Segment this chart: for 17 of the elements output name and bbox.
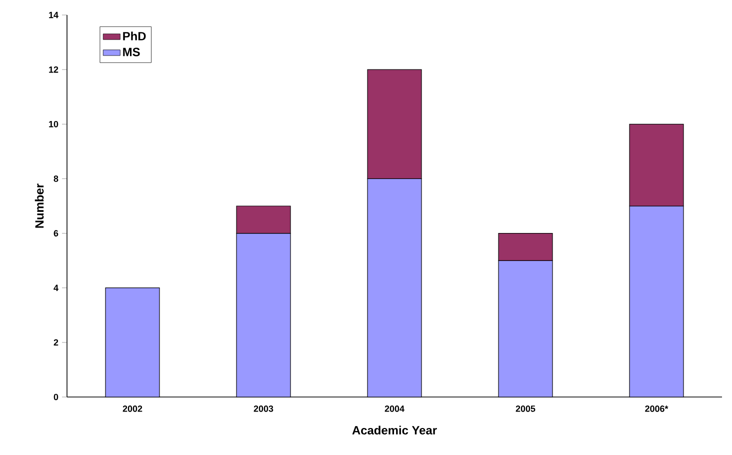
- y-tick-label: 8: [54, 176, 58, 182]
- x-axis-title: Academic Year: [352, 426, 437, 434]
- y-tick-label: 10: [49, 120, 58, 128]
- y-tick-label: 2: [54, 339, 58, 346]
- legend-label: PhD: [123, 32, 146, 40]
- y-tick-label: 0: [54, 394, 58, 400]
- y-tick-label: 4: [54, 284, 58, 291]
- x-tick-label: 2004: [384, 406, 404, 412]
- y-tick-label: 6: [54, 230, 58, 236]
- y-tick-label: 12: [49, 66, 58, 73]
- legend-label: MS: [123, 48, 140, 56]
- x-tick-label: 2002: [122, 406, 142, 412]
- x-tick-label: 2006*: [645, 406, 668, 412]
- x-tick-label: 2003: [254, 406, 274, 412]
- y-tick-label: 14: [49, 12, 58, 18]
- x-tick-label: 2005: [516, 406, 536, 412]
- y-axis-title: Number: [34, 184, 44, 228]
